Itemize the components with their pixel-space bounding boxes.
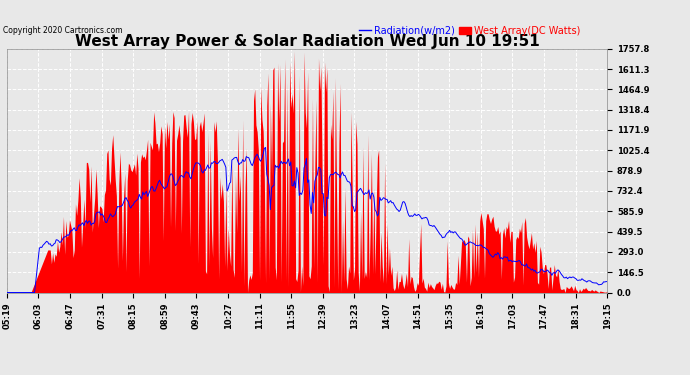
Title: West Array Power & Solar Radiation Wed Jun 10 19:51: West Array Power & Solar Radiation Wed J… [75,34,540,49]
Text: Copyright 2020 Cartronics.com: Copyright 2020 Cartronics.com [3,26,123,35]
Legend: Radiation(w/m2), West Array(DC Watts): Radiation(w/m2), West Array(DC Watts) [355,22,584,40]
